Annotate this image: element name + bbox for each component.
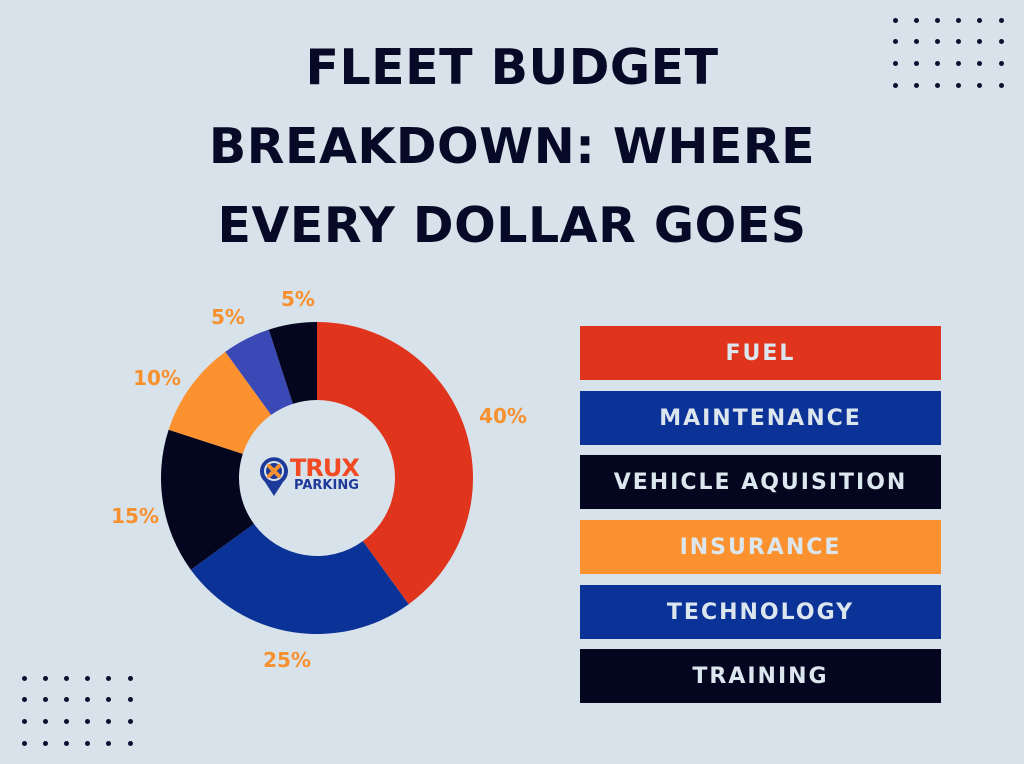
dot (913, 39, 919, 45)
dot (998, 17, 1004, 23)
dot (63, 675, 69, 681)
donut-slice-training (268, 322, 317, 404)
dot (106, 740, 112, 746)
dot (892, 82, 898, 88)
title-line-1: FLEET BUDGET (305, 39, 719, 96)
slice-label-vehicle-acquisition: 15% (111, 504, 159, 528)
dot (42, 740, 48, 746)
legend-item-maintenance: MAINTENANCE (580, 391, 941, 445)
dot (63, 740, 69, 746)
map-pin-x-icon (260, 457, 288, 496)
dot (85, 675, 91, 681)
dot (934, 17, 940, 23)
dot (21, 697, 27, 703)
dot (977, 39, 983, 45)
dot (85, 719, 91, 725)
legend-label: FUEL (725, 340, 796, 366)
dot (913, 17, 919, 23)
legend-label: TECHNOLOGY (666, 599, 855, 625)
dot (956, 82, 962, 88)
dot (106, 675, 112, 681)
dot (913, 82, 919, 88)
legend-item-training: TRAINING (580, 649, 941, 703)
dot (21, 740, 27, 746)
donut-slice-maintenance (190, 523, 409, 634)
slice-label-training: 5% (281, 287, 315, 311)
dot (42, 675, 48, 681)
dot (63, 697, 69, 703)
slice-label-fuel: 40% (479, 404, 527, 428)
dot (127, 697, 133, 703)
legend-label: VEHICLE AQUISITION (613, 469, 908, 495)
dot (85, 740, 91, 746)
slice-label-maintenance: 25% (263, 648, 311, 672)
dot (956, 61, 962, 67)
dot (998, 39, 1004, 45)
slice-label-technology: 5% (211, 305, 245, 329)
donut-slice-insurance (168, 351, 272, 454)
dot (127, 675, 133, 681)
donut-slice-vehicle-aquisition (160, 429, 254, 570)
dot (892, 61, 898, 67)
trux-parking-logo: TRUX PARKING (258, 452, 378, 502)
dot (913, 61, 919, 67)
dot (106, 697, 112, 703)
dot (892, 39, 898, 45)
dot (42, 697, 48, 703)
dot (127, 719, 133, 725)
donut-slice-technology (225, 329, 293, 415)
dot (934, 82, 940, 88)
dot (977, 61, 983, 67)
slice-label-insurance: 10% (133, 366, 181, 390)
dot (21, 675, 27, 681)
donut-slice-fuel (317, 322, 473, 605)
dot (998, 61, 1004, 67)
legend-item-technology: TECHNOLOGY (580, 585, 941, 639)
dot (998, 82, 1004, 88)
legend-item-insurance: INSURANCE (580, 520, 941, 574)
dot (892, 17, 898, 23)
dot (977, 82, 983, 88)
dot (85, 697, 91, 703)
page-title: FLEET BUDGET BREAKDOWN: WHERE EVERY DOLL… (0, 28, 1024, 265)
legend-item-vehicle-acquisition: VEHICLE AQUISITION (580, 455, 941, 509)
dot (21, 719, 27, 725)
dot (106, 719, 112, 725)
legend-label: TRAINING (692, 663, 829, 689)
legend-label: MAINTENANCE (659, 405, 862, 431)
legend-item-fuel: FUEL (580, 326, 941, 380)
dot (977, 17, 983, 23)
title-line-3: EVERY DOLLAR GOES (217, 197, 807, 254)
dot (63, 719, 69, 725)
dot (956, 17, 962, 23)
title-line-2: BREAKDOWN: WHERE (208, 118, 816, 175)
dot (127, 740, 133, 746)
dot (956, 39, 962, 45)
logo-brand: TRUX (290, 454, 360, 482)
dot (934, 39, 940, 45)
logo-sub: PARKING (294, 478, 359, 493)
dot (934, 61, 940, 67)
dot (42, 719, 48, 725)
legend-label: INSURANCE (679, 534, 842, 560)
